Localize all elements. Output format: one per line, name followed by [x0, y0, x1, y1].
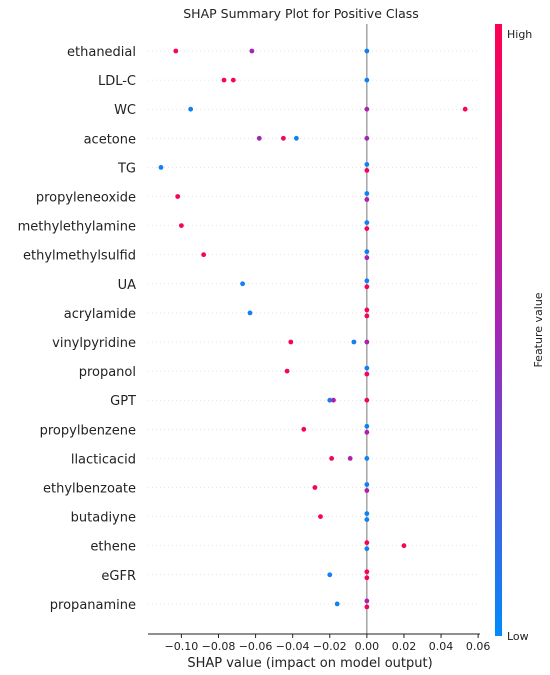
shap-point — [327, 397, 333, 403]
feature-label: LDL-C — [98, 74, 136, 89]
shap-point — [364, 162, 370, 167]
shap-point — [364, 575, 370, 581]
shap-point — [230, 77, 236, 83]
feature-label: WC — [114, 103, 136, 118]
shap-point — [364, 569, 370, 575]
shap-point — [364, 106, 370, 112]
x-tick-label: 0.02 — [392, 640, 417, 653]
shap-point — [280, 135, 286, 141]
shap-point — [364, 168, 370, 173]
shap-point — [364, 191, 370, 196]
shap-point — [462, 106, 468, 112]
colorbar-title: Feature value — [532, 292, 545, 367]
shap-point — [364, 48, 370, 54]
shap-point — [364, 429, 370, 435]
shap-point — [364, 517, 370, 522]
shap-point — [364, 284, 370, 290]
feature-label: TG — [117, 161, 136, 176]
x-tick-label: 0.04 — [429, 640, 454, 653]
shap-point — [364, 255, 370, 261]
shap-point — [364, 511, 370, 516]
shap-point — [364, 482, 370, 487]
colorbar — [495, 24, 502, 636]
x-tick-label: 0.00 — [355, 640, 380, 653]
feature-label: UA — [118, 278, 137, 293]
x-tick-label: −0.10 — [165, 640, 199, 653]
colorbar-high-label: High — [507, 28, 532, 41]
shap-point — [327, 572, 333, 578]
shap-point — [178, 223, 184, 229]
feature-label: GPT — [110, 394, 136, 409]
feature-label: propanamine — [50, 598, 136, 613]
shap-point — [301, 426, 307, 432]
colorbar-low-label: Low — [507, 630, 529, 643]
shap-point — [334, 601, 340, 607]
chart-title: SHAP Summary Plot for Positive Class — [183, 6, 419, 21]
shap-point — [364, 546, 370, 552]
shap-point — [175, 194, 181, 199]
shap-point — [364, 307, 370, 313]
shap-point — [284, 368, 290, 374]
feature-label: llacticacid — [71, 452, 136, 467]
shap-point — [364, 604, 370, 610]
shap-point — [201, 252, 207, 258]
shap-point — [249, 48, 255, 54]
shap-point — [364, 456, 370, 461]
shap-point — [318, 514, 323, 519]
plot-area: −0.10 −0.08 −0.06 −0.04 −0.02 0.00 0.02 0.04 0.0… — [18, 24, 491, 653]
x-tick-label: −0.02 — [313, 640, 347, 653]
shap-point — [364, 313, 370, 319]
shap-point — [364, 197, 370, 202]
shap-point — [364, 371, 370, 377]
shap-point — [188, 106, 194, 112]
shap-point — [364, 249, 370, 255]
feature-label: acrylamide — [64, 307, 136, 322]
shap-point — [347, 456, 353, 461]
shap-point — [158, 165, 164, 170]
shap-point — [364, 278, 370, 284]
x-tick-label: −0.06 — [239, 640, 273, 653]
shap-point — [364, 540, 370, 546]
feature-label: propylbenzene — [40, 423, 136, 438]
shap-point — [364, 339, 370, 345]
shap-point — [240, 281, 245, 287]
shap-point — [329, 456, 335, 461]
feature-label: ethanedial — [67, 45, 136, 60]
feature-label: propyleneoxide — [36, 191, 136, 206]
feature-label: eGFR — [101, 569, 136, 584]
shap-point — [364, 488, 370, 493]
shap-point — [364, 77, 370, 83]
shap-point — [293, 135, 299, 141]
shap-point — [364, 423, 370, 429]
shap-point — [312, 485, 318, 490]
shap-point — [364, 135, 370, 141]
shap-point — [173, 48, 179, 54]
shap-point — [364, 598, 370, 604]
feature-label: ethene — [90, 540, 136, 555]
shap-point — [351, 339, 357, 345]
shap-point — [247, 310, 253, 316]
feature-label: propanol — [79, 365, 136, 380]
shap-point — [331, 397, 336, 403]
feature-label: butadiyne — [71, 511, 136, 526]
shap-point — [401, 543, 407, 549]
shap-point — [364, 220, 370, 226]
x-tick-label: −0.04 — [276, 640, 310, 653]
x-tick-label: 0.06 — [466, 640, 491, 653]
feature-label: methylethylamine — [18, 220, 136, 235]
feature-label: ethylbenzoate — [43, 482, 136, 497]
shap-point — [288, 339, 294, 345]
x-axis-label: SHAP value (impact on model output) — [187, 656, 432, 671]
shap-point — [364, 365, 370, 371]
shap-point — [364, 226, 370, 232]
feature-label: vinylpyridine — [52, 336, 136, 351]
shap-point — [221, 77, 227, 83]
x-tick-label: −0.08 — [202, 640, 236, 653]
shap-point — [364, 397, 370, 403]
feature-label: ethylmethylsulfid — [23, 249, 136, 264]
shap-point — [256, 135, 262, 141]
feature-label: acetone — [84, 132, 136, 147]
